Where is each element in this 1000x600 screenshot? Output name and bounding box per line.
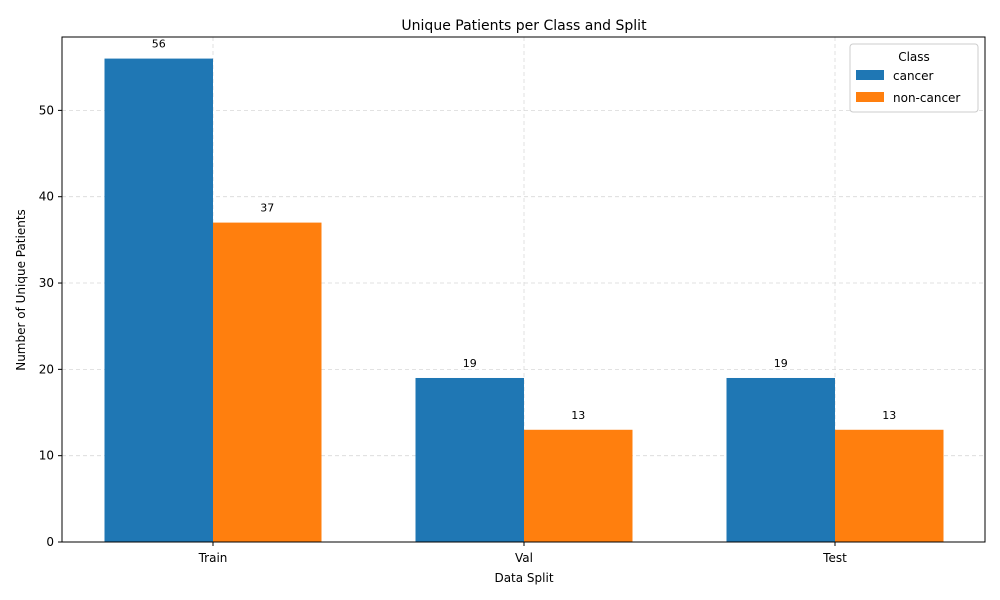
y-axis-label: Number of Unique Patients [14, 209, 28, 371]
bars: 56 19 19 37 13 13 [104, 38, 944, 542]
y-tick-label: 10 [39, 449, 54, 463]
x-axis-label: Data Split [494, 571, 553, 585]
legend: Class cancer non-cancer [849, 43, 979, 113]
legend-entry-cancer: cancer [893, 69, 934, 83]
legend-title: Class [898, 50, 930, 64]
bar-cancer-val [415, 377, 524, 542]
y-tick-label: 0 [46, 535, 54, 549]
bar-non-cancer-train [213, 222, 322, 542]
x-tick-label: Train [198, 551, 228, 565]
data-label: 19 [774, 357, 788, 370]
x-tick-label: Test [822, 551, 847, 565]
data-label: 56 [152, 38, 166, 51]
bar-cancer-test [726, 377, 835, 542]
x-tick-label: Val [515, 551, 533, 565]
legend-swatch-non-cancer [856, 92, 884, 102]
y-tick-label: 30 [39, 276, 54, 290]
bar-cancer-train [104, 58, 213, 542]
bar-non-cancer-test [835, 429, 944, 542]
y-tick-label: 20 [39, 362, 54, 376]
data-label: 37 [260, 202, 274, 215]
data-label: 13 [571, 409, 585, 422]
y-tick-label: 50 [39, 103, 54, 117]
data-label: 13 [882, 409, 896, 422]
data-label: 19 [463, 357, 477, 370]
legend-entry-non-cancer: non-cancer [893, 91, 960, 105]
chart-title: Unique Patients per Class and Split [401, 18, 647, 34]
legend-swatch-cancer [856, 70, 884, 80]
bar-non-cancer-val [524, 429, 633, 542]
axes: 0 10 20 30 40 50 Train Val Test [39, 36, 986, 565]
y-tick-label: 40 [39, 190, 54, 204]
